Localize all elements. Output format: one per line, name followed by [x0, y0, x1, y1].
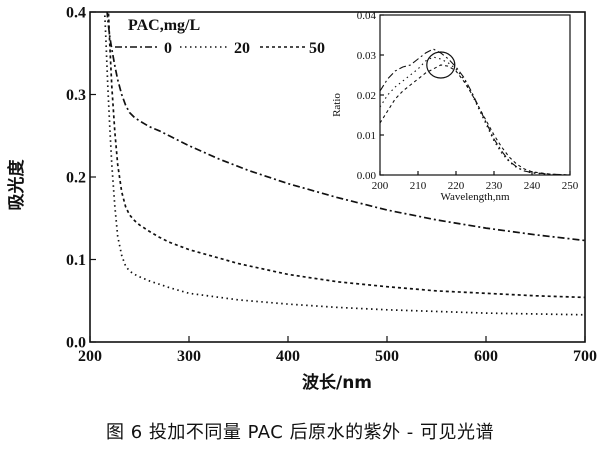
main-x-tick-label: 600: [474, 348, 498, 365]
main-series-line-0: [106, 12, 585, 242]
main-x-tick-label: 300: [177, 348, 201, 365]
main-x-tick-label: 500: [375, 348, 399, 365]
inset-y-tick-label: 0.01: [357, 130, 376, 142]
inset-series-line-1: [380, 56, 570, 175]
main-x-axis-title: 波长/nm: [302, 372, 372, 393]
peak-highlight-circle: [426, 51, 456, 79]
inset-y-ticks: 0.00 0.01 0.02 0.03 0.04: [357, 10, 384, 182]
inset-x-tick-label: 200: [372, 180, 389, 192]
main-y-tick-label: 0.2: [66, 170, 86, 187]
inset-background: [380, 15, 570, 175]
main-chart: 0.00.10.20.30.4 200 300 400 500 600 700 波长/nm…: [6, 5, 597, 393]
inset-y-tick-label: 0.00: [357, 170, 377, 182]
main-y-tick-label: 0.1: [66, 252, 86, 269]
legend: PAC,mg/L 0 20 50: [115, 17, 325, 57]
inset-series-group: [380, 48, 570, 175]
inset-x-ticks: 200 210 220 230 240 250: [372, 171, 579, 192]
inset-chart: 0.000.010.020.030.04 200 210 220 230 240 250 …: [331, 10, 579, 203]
inset-x-axis-title: Wavelength,nm: [440, 191, 510, 203]
main-x-tick-label: 700: [573, 348, 597, 365]
main-x-tick-label: 200: [78, 348, 102, 365]
legend-title: PAC,mg/L: [128, 17, 200, 34]
main-y-tick-label: 0.0: [66, 335, 86, 352]
legend-label-20: 20: [234, 40, 250, 57]
inset-series-line-0: [380, 48, 570, 175]
legend-label-0: 0: [164, 40, 172, 57]
main-x-tick-label: 400: [276, 348, 300, 365]
inset-y-axis-title: Ratio: [331, 93, 343, 117]
inset-y-tick-label: 0.02: [357, 90, 376, 102]
main-series-line-50: [107, 12, 585, 299]
main-series-group: [103, 12, 585, 316]
legend-label-50: 50: [309, 40, 325, 57]
figure-caption: 图 6 投加不同量 PAC 后原水的紫外 - 可见光谱: [105, 422, 495, 443]
main-y-tick-label: 0.4: [66, 5, 86, 22]
inset-y-tick-label: 0.04: [357, 10, 377, 22]
inset-y-tick-label: 0.03: [357, 50, 377, 62]
inset-x-tick-label: 230: [486, 180, 503, 192]
main-y-axis-title: 吸光度: [6, 159, 27, 211]
inset-x-tick-label: 240: [524, 180, 541, 192]
inset-x-tick-label: 210: [410, 180, 427, 192]
main-y-tick-label: 0.3: [66, 87, 86, 104]
main-y-ticks: 0.0 0.1 0.2 0.3 0.4: [66, 5, 96, 352]
inset-x-tick-label: 220: [448, 180, 465, 192]
inset-x-tick-label: 250: [562, 180, 579, 192]
inset-series-line-2: [380, 64, 570, 175]
main-x-ticks: 200 300 400 500 600 700: [78, 336, 597, 365]
